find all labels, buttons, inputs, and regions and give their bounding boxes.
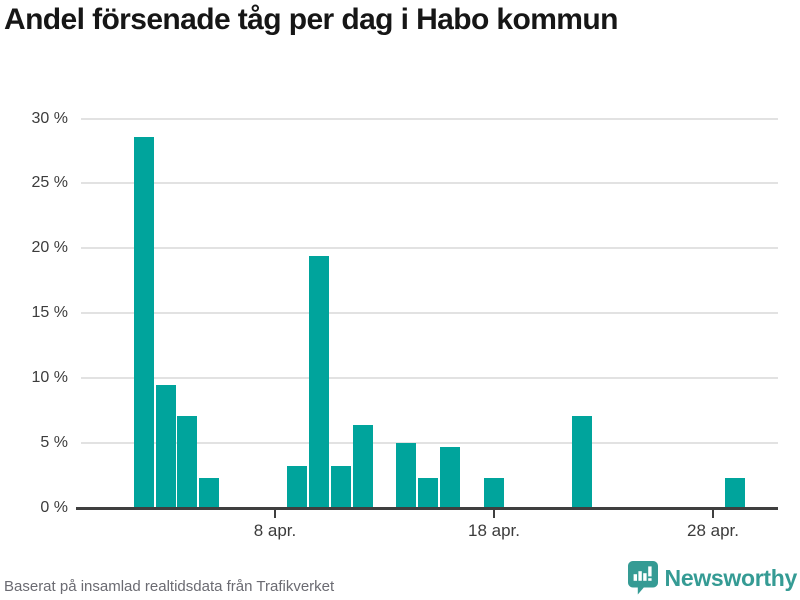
gridline-5pct	[81, 442, 778, 445]
bar-4apr	[177, 415, 198, 508]
x-axis-label-28: 28 apr.	[687, 521, 739, 540]
bar-5apr	[199, 478, 220, 508]
bar-12apr	[352, 424, 373, 508]
y-axis-label-5: 5 %	[40, 434, 68, 452]
y-axis-label-20: 20 %	[31, 239, 68, 257]
x-axis-line	[76, 507, 778, 510]
x-axis-tick-28	[712, 510, 714, 518]
chart-title: Andel försenade tåg per dag i Habo kommu…	[4, 3, 618, 36]
y-axis-label-30: 30 %	[31, 109, 68, 127]
bar-11apr	[330, 466, 351, 508]
y-axis-label-15: 15 %	[31, 304, 68, 322]
newsworthy-icon	[627, 561, 658, 595]
gridline-10pct	[81, 377, 778, 380]
source-note: Baserat på insamlad realtidsdata från Tr…	[4, 578, 335, 595]
gridline-25pct	[81, 182, 778, 185]
newsworthy-logo-link[interactable]: Newsworthy	[627, 561, 798, 595]
bar-3apr	[155, 384, 176, 508]
bar-15apr	[418, 478, 439, 508]
y-axis-label-0: 0 %	[40, 499, 68, 516]
bar-9apr	[286, 466, 307, 508]
y-axis-label-25: 25 %	[31, 174, 68, 192]
bar-18apr	[484, 478, 504, 508]
bar-22apr	[571, 415, 592, 508]
y-axis-label-10: 10 %	[31, 369, 68, 387]
bar-16apr	[440, 446, 461, 508]
bar-29apr	[724, 478, 745, 508]
bar-14apr	[396, 443, 417, 508]
bar-10apr	[308, 256, 329, 508]
newsworthy-wordmark: Newsworthy	[664, 564, 798, 591]
bar-2apr	[133, 136, 154, 508]
gridline-30pct	[81, 117, 778, 120]
gridline-15pct	[81, 312, 778, 315]
x-axis-tick-18	[493, 510, 495, 518]
x-axis-tick-8	[274, 510, 276, 518]
x-axis-label-8: 8 apr.	[253, 521, 297, 540]
gridline-20pct	[81, 247, 778, 250]
x-axis-label-18: 18 apr.	[468, 521, 520, 540]
